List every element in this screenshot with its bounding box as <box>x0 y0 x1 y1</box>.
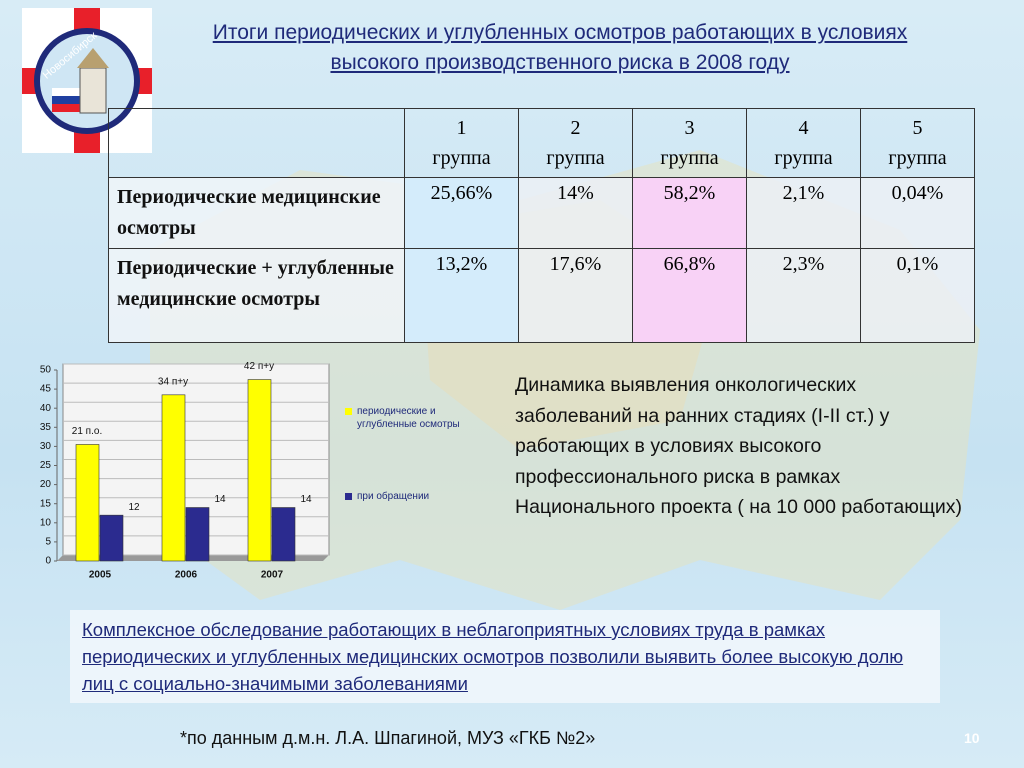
bar <box>99 514 124 562</box>
cell: 13,2% <box>404 248 519 343</box>
x-tick-label: 2007 <box>261 570 284 581</box>
legend-label: периодические и углубленные осмотры <box>357 406 460 430</box>
header-cell: 2 группа <box>518 108 633 178</box>
annotation: 42 п+у <box>244 361 274 372</box>
y-tick-label: 20 <box>40 479 52 490</box>
cell: 25,66% <box>404 177 519 249</box>
chart: 0 5 10 15 20 25 30 35 40 45 50 2005 21 п.о. 12 2006 34 … <box>40 361 330 581</box>
legend-swatch <box>345 493 352 500</box>
header-cell: 3 группа <box>632 108 747 178</box>
table: 1 группа 2 группа 3 группа 4 группа 5 группа Перио… <box>108 108 975 343</box>
group-label: группа <box>888 147 947 169</box>
bar <box>75 444 100 562</box>
logo-flag <box>52 96 82 104</box>
group-label: группа <box>546 147 605 169</box>
x-tick-label: 2005 <box>89 570 112 581</box>
group-label: группа <box>774 147 833 169</box>
header-cell <box>108 108 405 178</box>
bar <box>271 507 296 562</box>
data-label: 12 <box>128 502 140 513</box>
cell: 0,04% <box>860 177 975 249</box>
logo-flag <box>52 88 82 96</box>
y-tick-label: 5 <box>45 537 51 548</box>
group-number: 2 <box>570 117 581 139</box>
cell: 58,2% <box>632 177 747 249</box>
row-label: Периодические + углубленные медицинские … <box>108 248 405 343</box>
title: Итоги периодических и углубленных осмотр… <box>212 21 908 74</box>
legend-item: при обращении <box>345 490 477 503</box>
legend-swatch <box>345 408 352 415</box>
y-tick-label: 35 <box>40 422 52 433</box>
group-label: группа <box>432 147 491 169</box>
group-number: 3 <box>684 117 695 139</box>
header-cell: 5 группа <box>860 108 975 178</box>
page-number: 10 <box>964 730 980 746</box>
bar <box>185 507 210 562</box>
conclusion: Комплексное обследование работающих в не… <box>70 610 940 703</box>
data-label: 14 <box>300 494 312 505</box>
cell: 66,8% <box>632 248 747 343</box>
bar <box>161 394 186 562</box>
y-tick-label: 40 <box>40 403 52 414</box>
cell: 0,1% <box>860 248 975 343</box>
logo-flag <box>52 104 82 112</box>
cell: 2,3% <box>746 248 861 343</box>
header-cell: 4 группа <box>746 108 861 178</box>
row-label: Периодические медицинские осмотры <box>108 177 405 249</box>
y-tick-label: 50 <box>40 365 52 376</box>
footnote: *по данным д.м.н. Л.А. Шпагиной, МУЗ «ГК… <box>180 728 596 748</box>
y-tick-label: 10 <box>40 517 52 528</box>
table-row: Периодические медицинские осмотры 25,66% 1… <box>108 177 975 249</box>
legend-item: периодические и углубленные осмотры <box>345 405 477 431</box>
logo-chapel <box>79 67 107 114</box>
data-label: 14 <box>214 494 226 505</box>
table-row: Периодические + углубленные медицинские … <box>108 248 975 343</box>
y-tick-label: 25 <box>40 460 52 471</box>
group-number: 1 <box>456 117 467 139</box>
legend-label: при обращении <box>357 491 430 502</box>
x-tick-label: 2006 <box>175 570 198 581</box>
cell: 14% <box>518 177 633 249</box>
group-label: группа <box>660 147 719 169</box>
logo-chapel <box>77 48 109 68</box>
cell: 17,6% <box>518 248 633 343</box>
y-tick-label: 45 <box>40 384 52 395</box>
cell: 2,1% <box>746 177 861 249</box>
annotation: 21 п.о. <box>72 426 102 437</box>
annotation: 34 п+у <box>158 376 188 387</box>
header-row: 1 группа 2 группа 3 группа 4 группа 5 группа <box>108 108 975 178</box>
group-number: 5 <box>912 117 923 139</box>
y-tick-label: 0 <box>45 556 51 567</box>
y-tick-label: 15 <box>40 498 52 509</box>
y-tick-label: 30 <box>40 441 52 452</box>
logo: Новосибирск <box>22 8 152 153</box>
group-number: 4 <box>798 117 809 139</box>
bar <box>247 379 272 562</box>
header-cell: 1 группа <box>404 108 519 178</box>
description: Динамика выявления онкологических заболе… <box>515 374 963 518</box>
